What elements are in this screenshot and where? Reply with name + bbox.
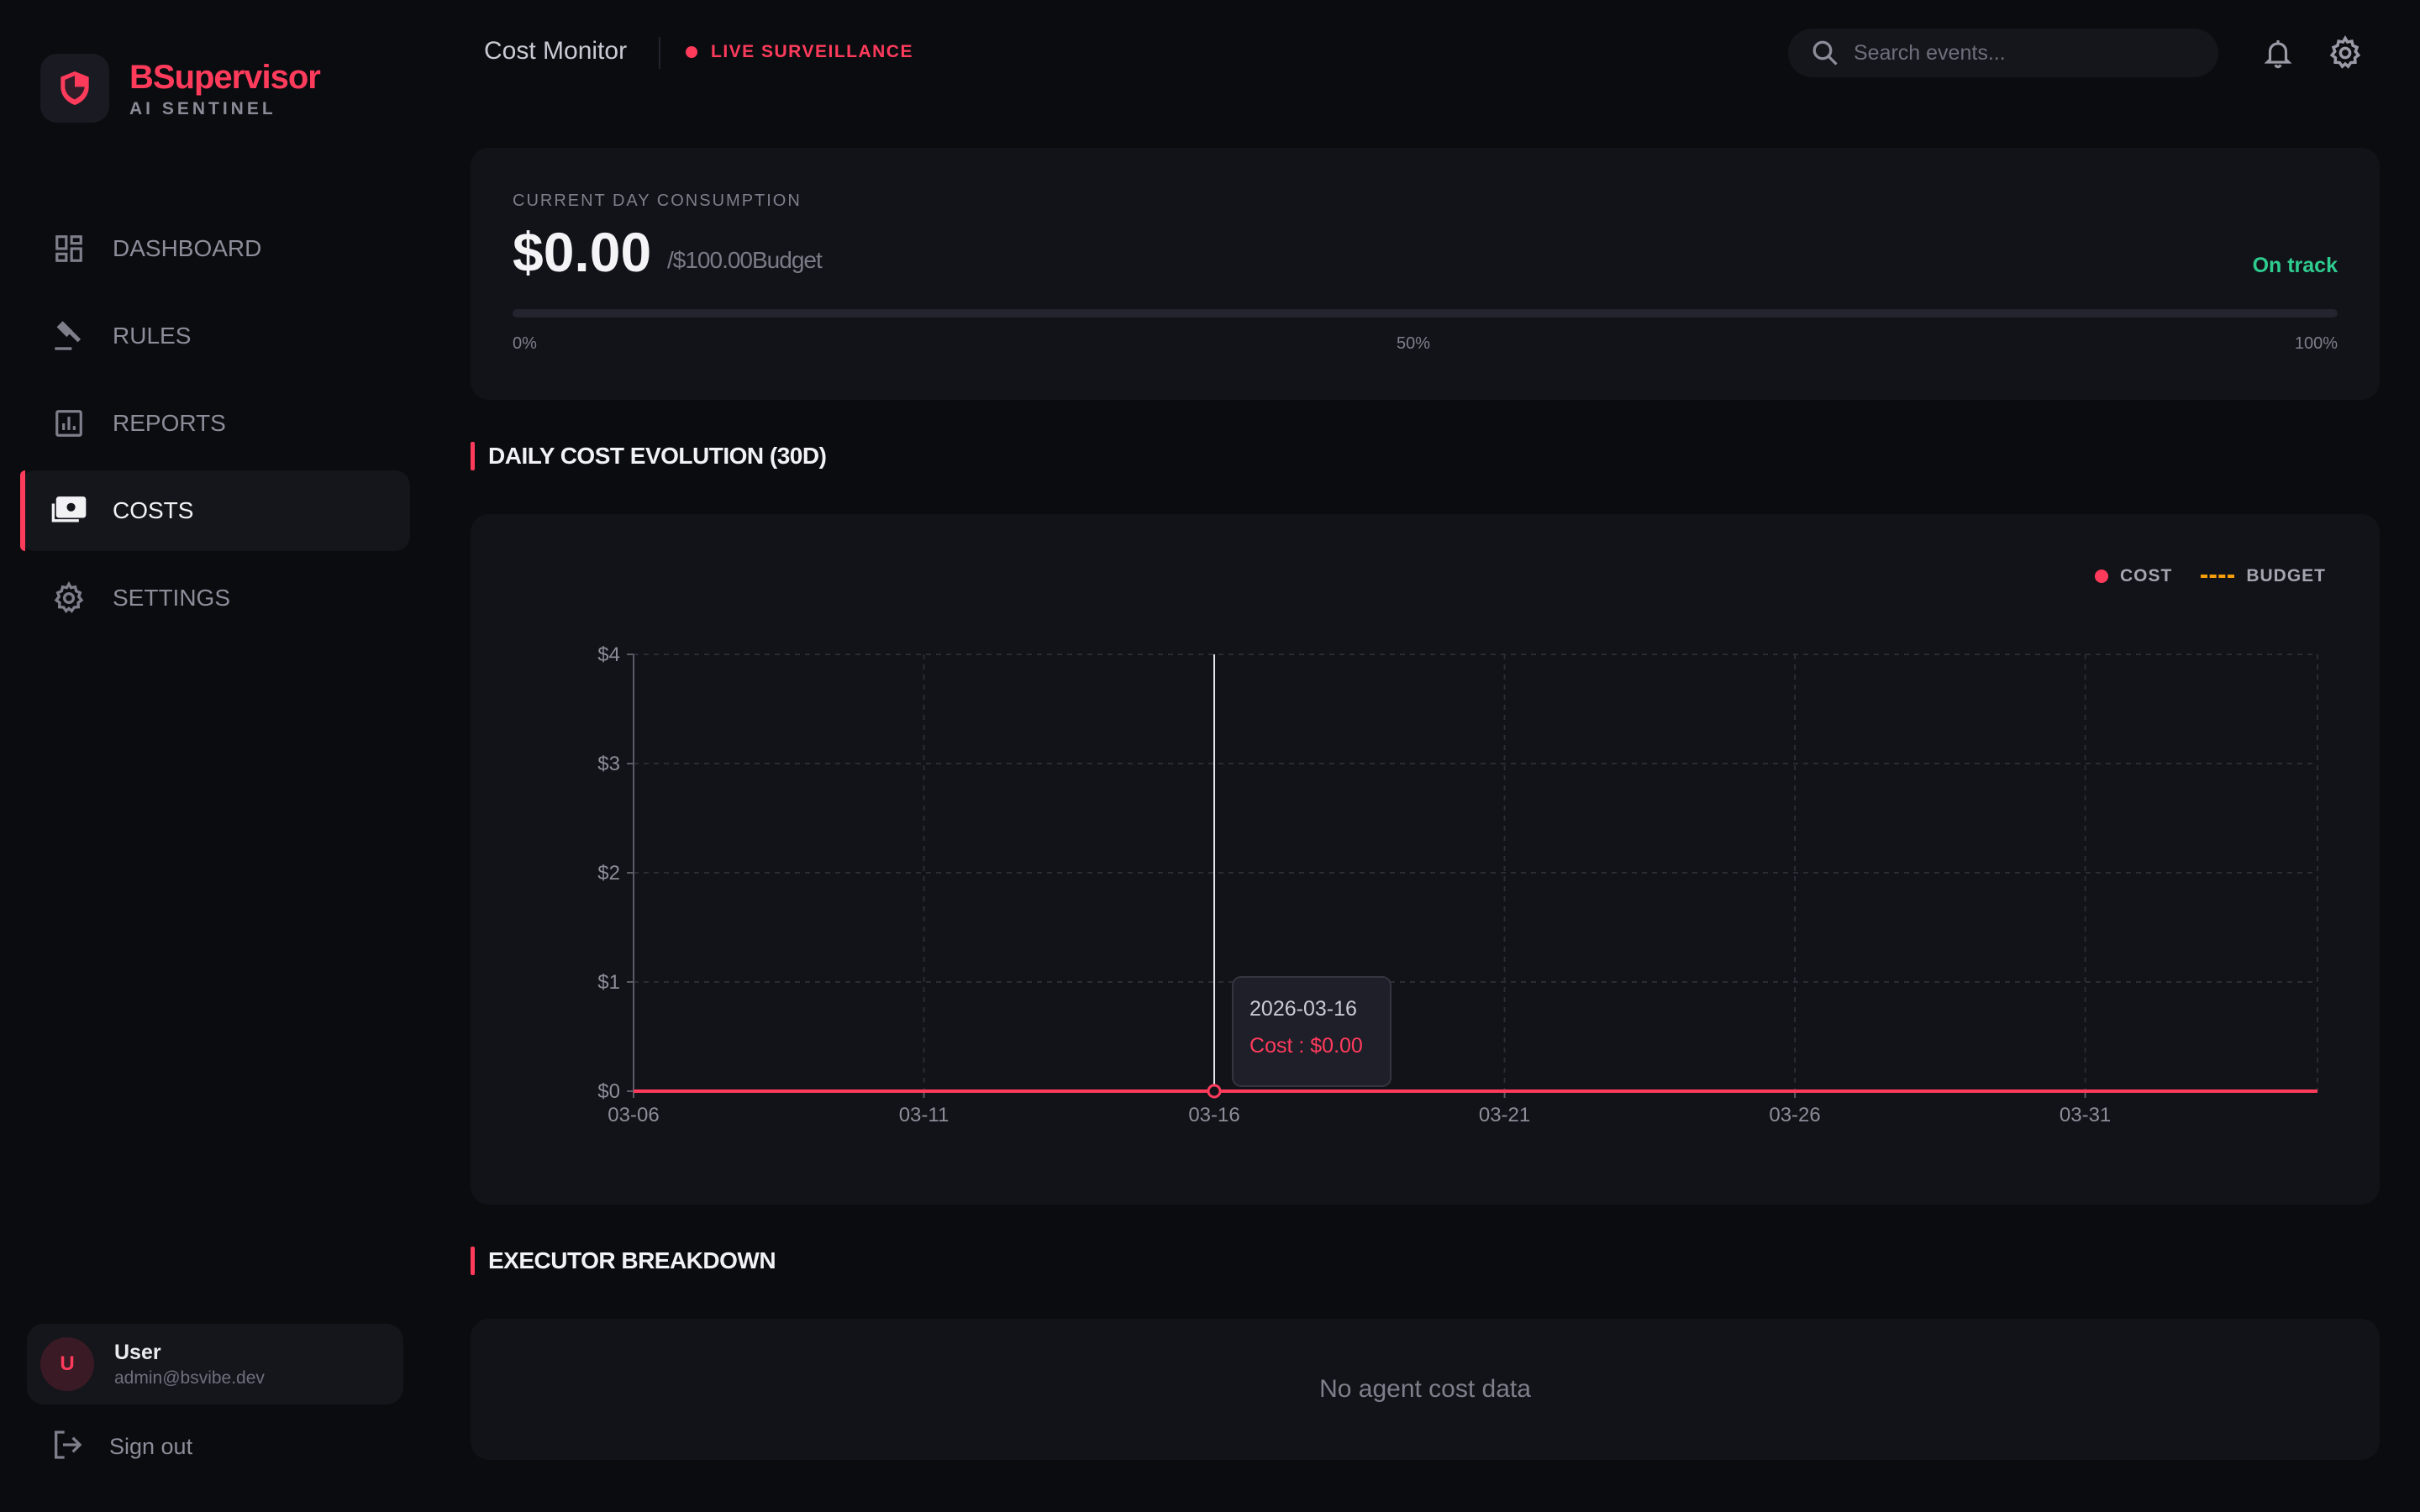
budget-progress-bar: [513, 309, 2338, 318]
logout-icon: [50, 1428, 84, 1466]
sidebar-item-label: REPORTS: [113, 410, 226, 436]
header-divider: [659, 37, 660, 69]
cost-chart[interactable]: $0 $1 $2 $3 $4 03-06 03-11 03-16 03-21 03-26 03-31…: [471, 514, 2380, 1205]
search-input[interactable]: [1852, 39, 2191, 66]
consumption-amount: $0.00: [513, 221, 652, 283]
sidebar-item-rules[interactable]: RULES: [20, 296, 410, 376]
sidebar-nav: DASHBOARD RULES REPORTS: [20, 208, 410, 645]
x-tick-label: 03-21: [1479, 1104, 1530, 1126]
y-tick-label: $3: [597, 753, 620, 775]
x-tick-label: 03-31: [2060, 1104, 2111, 1126]
x-tick-label: 03-11: [899, 1104, 950, 1126]
section-accent-bar: [471, 442, 475, 470]
user-card[interactable]: U User admin@bsvibe.dev: [27, 1324, 403, 1404]
brand-subtitle: AI SENTINEL: [129, 99, 276, 118]
chart-legend: COST BUDGET: [2066, 566, 2326, 586]
x-tick-label: 03-16: [1188, 1104, 1239, 1126]
budget-limit: /$100.00Budget: [667, 247, 823, 273]
sidebar-item-dashboard[interactable]: DASHBOARD: [20, 208, 410, 289]
budget-legend-dash-icon: [2201, 575, 2235, 578]
user-name: User: [114, 1340, 161, 1364]
sidebar-item-costs[interactable]: COSTS: [20, 470, 410, 551]
reports-icon: [50, 405, 87, 442]
live-status-label: LIVE SURVEILLANCE: [711, 42, 913, 61]
breakdown-title: EXECUTOR BREAKDOWN: [488, 1247, 776, 1273]
costs-icon: [50, 492, 87, 529]
chart-tooltip: 2026-03-16 Cost : $0.00: [1232, 976, 1392, 1087]
empty-state-text: No agent cost data: [1319, 1375, 1531, 1403]
sidebar-item-label: COSTS: [113, 497, 194, 523]
consumption-label: CURRENT DAY CONSUMPTION: [513, 192, 802, 210]
progress-tick-end: 100%: [2294, 334, 2338, 353]
chart-title: DAILY COST EVOLUTION (30D): [488, 443, 827, 469]
sidebar-item-label: DASHBOARD: [113, 235, 262, 261]
brand[interactable]: BSupervisor AI SENTINEL: [40, 54, 321, 123]
progress-tick-start: 0%: [513, 334, 537, 353]
y-tick-label: $4: [597, 643, 620, 666]
search-icon: [1810, 38, 1840, 68]
progress-tick-mid: 50%: [1397, 334, 1431, 353]
y-tick-label: $0: [597, 1080, 620, 1103]
cost-legend-dot-icon: [2094, 570, 2108, 583]
dashboard-icon: [50, 230, 87, 267]
search-bar[interactable]: [1788, 29, 2218, 77]
legend-label: BUDGET: [2246, 566, 2326, 585]
chart-card: COST BUDGET $0 $1 $2 $3 $4 03-06 03-11 03-16 03-…: [471, 514, 2380, 1205]
avatar: U: [40, 1337, 94, 1391]
bell-icon[interactable]: [2259, 34, 2297, 72]
legend-label: COST: [2119, 566, 2173, 585]
breakdown-section-title: EXECUTOR BREAKDOWN: [471, 1247, 776, 1275]
legend-item-budget[interactable]: BUDGET: [2201, 566, 2326, 586]
hover-point: [1207, 1084, 1222, 1099]
sidebar-item-reports[interactable]: REPORTS: [20, 383, 410, 464]
sidebar-item-label: SETTINGS: [113, 585, 231, 611]
y-tick-label: $1: [597, 971, 620, 994]
gear-icon: [50, 580, 87, 617]
tooltip-date: 2026-03-16: [1249, 997, 1357, 1021]
y-tick-label: $2: [597, 862, 620, 885]
legend-item-cost[interactable]: COST: [2094, 566, 2173, 586]
x-tick-label: 03-06: [608, 1104, 659, 1126]
sign-out-label: Sign out: [109, 1434, 193, 1459]
tooltip-value: Cost : $0.00: [1249, 1034, 1363, 1058]
live-status-badge: LIVE SURVEILLANCE: [686, 42, 913, 62]
budget-card: CURRENT DAY CONSUMPTION $0.00 /$100.00Bu…: [471, 148, 2380, 400]
settings-gear-icon[interactable]: [2326, 34, 2365, 72]
status-badge: On track: [2252, 254, 2338, 277]
chart-section-title: DAILY COST EVOLUTION (30D): [471, 442, 827, 470]
user-email: admin@bsvibe.dev: [114, 1368, 265, 1388]
sign-out-button[interactable]: Sign out: [50, 1428, 192, 1466]
live-dot-icon: [686, 46, 697, 58]
breakdown-card: No agent cost data: [471, 1319, 2380, 1460]
sidebar: BSupervisor AI SENTINEL DASHBOARD RU: [0, 0, 437, 1512]
tooltip-box: [1232, 976, 1392, 1087]
shield-icon: [40, 54, 109, 123]
x-tick-label: 03-26: [1769, 1104, 1820, 1126]
brand-name: BSupervisor: [129, 59, 321, 96]
section-accent-bar: [471, 1247, 475, 1275]
sidebar-item-settings[interactable]: SETTINGS: [20, 558, 410, 638]
page-title: Cost Monitor: [484, 37, 628, 65]
sidebar-item-label: RULES: [113, 323, 192, 349]
gavel-icon: [50, 318, 87, 354]
